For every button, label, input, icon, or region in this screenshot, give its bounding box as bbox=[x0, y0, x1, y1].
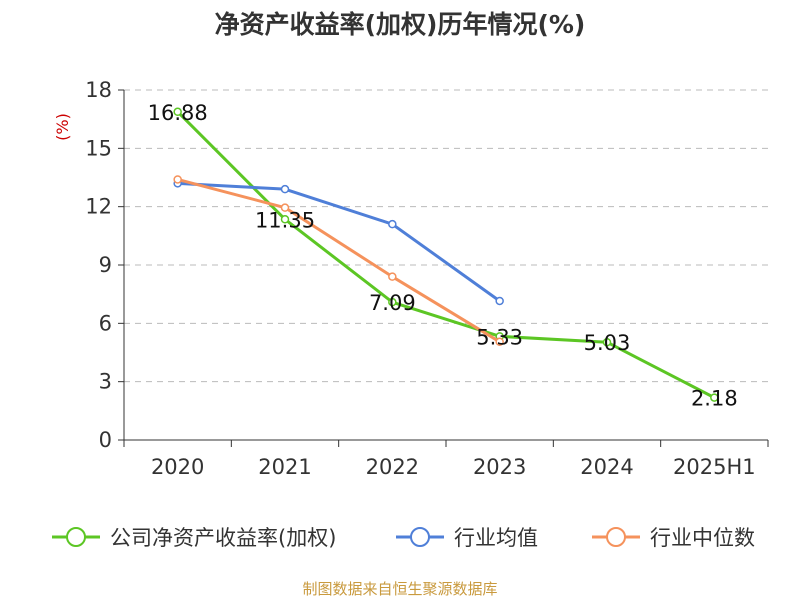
source-note: 制图数据来自恒生聚源数据库 bbox=[302, 580, 497, 598]
legend-marker bbox=[410, 527, 430, 547]
legend[interactable]: 公司净资产收益率(加权) 行业均值 行业中位数 bbox=[52, 526, 755, 550]
y-tick-label-15: 15 bbox=[85, 136, 112, 160]
data-point bbox=[280, 184, 290, 194]
data-point bbox=[173, 107, 182, 117]
x-tick-label-2020: 2020 bbox=[151, 455, 204, 479]
legend-item-0[interactable]: 公司净资产收益率(加权) bbox=[52, 526, 336, 550]
data-label-2: 7.09 bbox=[369, 291, 416, 315]
series-2 bbox=[173, 175, 504, 347]
data-point bbox=[280, 215, 290, 224]
series-0 bbox=[173, 107, 719, 402]
legend-label-0: 公司净资产收益率(加权) bbox=[110, 526, 336, 550]
data-point bbox=[388, 219, 397, 229]
legend-item-1[interactable]: 行业均值 bbox=[396, 526, 538, 550]
series-line-1 bbox=[177, 181, 501, 303]
data-point bbox=[173, 175, 182, 184]
data-point bbox=[495, 296, 504, 306]
data-label-0: 16.88 bbox=[148, 101, 208, 125]
x-tick-label-2025H1: 2025H1 bbox=[673, 455, 756, 479]
data-labels: 16.88 11.35 7.09 5.33 5.03 2.18 bbox=[148, 101, 738, 411]
y-tick-label-0: 0 bbox=[99, 428, 112, 452]
data-point bbox=[495, 337, 504, 347]
chart-title: 净资产收益率(加权)历年情况(%) bbox=[215, 10, 586, 39]
series-line-2 bbox=[177, 177, 501, 344]
data-label-3: 5.33 bbox=[476, 325, 523, 349]
data-label-5: 2.18 bbox=[691, 387, 738, 411]
legend-label-1: 行业均值 bbox=[454, 526, 538, 550]
data-point bbox=[388, 272, 397, 281]
x-tick-label-2021: 2021 bbox=[258, 455, 311, 479]
grid-lines bbox=[124, 89, 768, 383]
data-point bbox=[602, 337, 612, 347]
data-label-1: 11.35 bbox=[255, 208, 315, 232]
x-tick-label-2022: 2022 bbox=[366, 455, 419, 479]
x-tick-label-2024: 2024 bbox=[580, 455, 633, 479]
y-tick-label-9: 9 bbox=[99, 253, 112, 277]
legend-item-2[interactable]: 行业中位数 bbox=[592, 526, 755, 550]
axes: 0 3 6 9 12 15 18 2020 2021 2022 2023 2024 2025H1 bbox=[85, 78, 769, 479]
y-axis-unit-label: (%) bbox=[53, 113, 72, 141]
series-layer bbox=[173, 107, 719, 402]
data-label-4: 5.03 bbox=[584, 331, 631, 355]
data-point bbox=[280, 203, 290, 212]
legend-marker bbox=[606, 527, 626, 547]
y-tick-label-6: 6 bbox=[99, 311, 112, 335]
legend-marker bbox=[66, 527, 86, 547]
x-tick-label-2023: 2023 bbox=[473, 455, 526, 479]
y-tick-label-3: 3 bbox=[99, 370, 112, 394]
legend-label-2: 行业中位数 bbox=[650, 526, 755, 550]
data-point bbox=[710, 393, 719, 402]
data-point bbox=[388, 297, 397, 307]
y-tick-label-18: 18 bbox=[85, 78, 112, 102]
y-tick-label-12: 12 bbox=[85, 195, 112, 219]
series-line-0 bbox=[176, 110, 716, 399]
